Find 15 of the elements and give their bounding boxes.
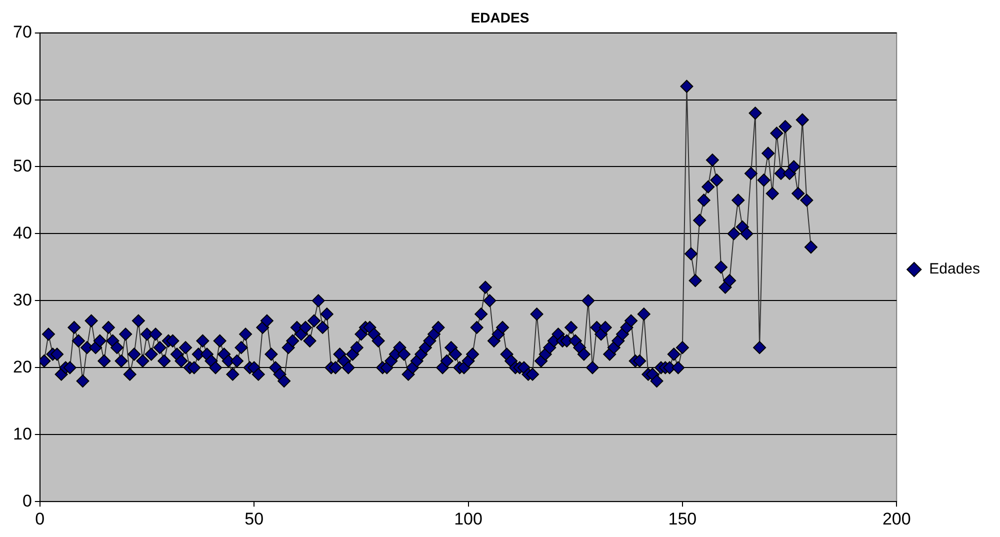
x-tick-label: 0 (35, 509, 45, 528)
y-tick-label: 30 (12, 290, 32, 310)
x-tick-label: 100 (454, 509, 482, 528)
x-tick-label: 50 (244, 509, 264, 528)
chart-title: EDADES (470, 9, 530, 26)
y-tick-label: 10 (12, 424, 32, 444)
y-tick-label: 60 (12, 89, 32, 108)
y-tick-label: 0 (22, 491, 32, 510)
x-tick-label: 200 (882, 509, 911, 528)
y-tick-label: 40 (12, 223, 32, 242)
x-tick-label: 150 (668, 509, 697, 528)
y-tick-label: 20 (12, 357, 32, 376)
y-tick-label: 70 (12, 22, 32, 42)
y-tick-label: 50 (12, 156, 32, 176)
legend-label: Edades (929, 260, 980, 278)
